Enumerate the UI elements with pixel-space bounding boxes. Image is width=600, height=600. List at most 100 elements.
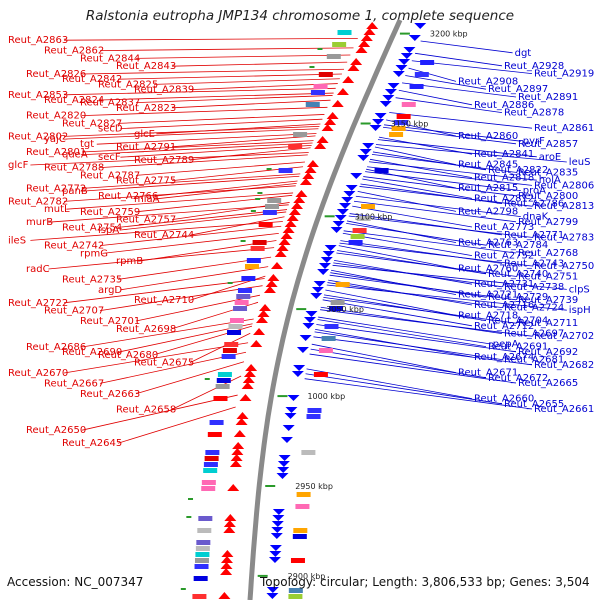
category-block — [195, 546, 210, 551]
right-gene-label: Reut_A2724 — [504, 303, 564, 314]
right-gene-label: Reut_A2738 — [504, 282, 564, 293]
reverse-gene-mark — [284, 413, 297, 419]
category-block — [244, 264, 259, 269]
right-connector — [389, 112, 533, 129]
forward-gene-mark — [230, 454, 243, 461]
forward-gene-mark — [347, 64, 360, 71]
reverse-gene-mark — [324, 245, 337, 251]
reverse-gene-mark — [362, 143, 375, 149]
map-title: Ralstonia eutropha JMP134 chromosome 1, … — [85, 8, 515, 24]
reverse-gene-mark — [369, 125, 382, 131]
left-connector — [120, 211, 287, 231]
right-gene-label: Reut_A2800 — [518, 191, 578, 202]
category-block — [207, 432, 222, 437]
category-block — [361, 204, 376, 209]
category-block — [332, 42, 347, 47]
backbone-curve — [247, 18, 403, 600]
reverse-gene-mark — [293, 365, 306, 371]
left-gene-label: ileS — [8, 235, 26, 246]
right-gene-label: pepA — [493, 339, 519, 350]
kbp-ticks: 3200 kbp 3150 kbp 3100 kbp 3050 kbp 1000 kbp… — [257, 30, 468, 581]
marker-tick — [204, 378, 210, 380]
reverse-gene-mark — [395, 65, 408, 71]
reverse-gene-mark — [271, 521, 284, 527]
forward-gene-mark — [278, 238, 291, 245]
right-gene-label: Reut_A2813 — [534, 201, 594, 212]
category-block — [391, 126, 406, 131]
right-gene-label: Reut_A2692 — [518, 347, 578, 358]
left-gene-label: Reut_A2707 — [44, 306, 104, 317]
forward-gene-mark — [302, 172, 315, 179]
category-block — [258, 222, 273, 227]
right-connector — [408, 67, 457, 82]
label-connector-lines — [30, 37, 567, 444]
left-gene-label: queA — [62, 150, 88, 161]
forward-gene-mark — [306, 160, 319, 167]
forward-gene-mark — [366, 22, 379, 29]
category-block — [389, 132, 404, 137]
right-connector — [317, 319, 487, 347]
left-gene-label: lspA — [98, 225, 119, 236]
left-gene-label: Reut_A2827 — [62, 118, 122, 129]
right-gene-label: Reut_A2861 — [534, 123, 594, 134]
reverse-gene-mark — [305, 311, 318, 317]
right-connector — [325, 289, 457, 316]
category-block — [222, 348, 237, 353]
left-connector — [153, 78, 340, 85]
forward-gene-mark — [288, 208, 301, 215]
category-block — [394, 120, 409, 125]
category-block — [348, 240, 363, 245]
reverse-gene-mark — [268, 557, 281, 563]
right-connector — [310, 348, 487, 379]
right-gene-label: Reut_A2661 — [534, 404, 594, 415]
reverse-gene-mark — [311, 287, 324, 293]
right-gene-label: Reut_A2812 — [474, 193, 534, 204]
category-block — [198, 516, 213, 521]
reverse-gene-mark — [336, 209, 349, 215]
marker-tick — [240, 240, 246, 242]
left-connector — [189, 147, 311, 161]
category-block — [194, 558, 209, 563]
forward-gene-mark — [255, 316, 268, 323]
right-connector — [359, 186, 533, 207]
gene-feature-track — [180, 22, 435, 599]
category-block — [196, 540, 211, 545]
category-block — [213, 396, 228, 401]
right-connector — [337, 250, 487, 275]
left-gene-label: rpmG — [80, 248, 108, 259]
forward-gene-mark — [235, 418, 248, 425]
right-connector — [367, 166, 533, 186]
right-connector — [311, 343, 457, 373]
reverse-gene-mark — [271, 527, 284, 533]
reverse-gene-mark — [398, 59, 411, 65]
reverse-gene-mark — [317, 269, 330, 275]
gene-labels: Reut_A2863Reut_A2862Reut_A2844Reut_A2843… — [8, 35, 594, 449]
category-block — [318, 72, 333, 77]
right-connector — [327, 282, 503, 308]
reverse-gene-mark — [341, 197, 354, 203]
left-gene-label: glcF — [8, 160, 29, 171]
forward-gene-mark — [224, 514, 237, 521]
summary-text: Topology: circular; Length: 3,806,533 bp… — [260, 575, 590, 589]
chromosome-backbone — [247, 18, 403, 600]
category-block — [292, 534, 307, 539]
right-gene-label: Reut_A2897 — [488, 84, 548, 95]
left-gene-label: glcE — [134, 129, 155, 140]
left-connector — [99, 47, 354, 51]
category-block — [313, 372, 328, 377]
category-block — [203, 462, 218, 467]
category-block — [306, 414, 321, 419]
left-connector — [171, 99, 331, 109]
right-connector — [355, 195, 521, 217]
left-connector — [63, 342, 249, 374]
right-connector — [375, 144, 567, 163]
left-gene-label: Reut_A2759 — [80, 207, 140, 218]
right-gene-label: Reut_A2704 — [488, 316, 548, 327]
forward-gene-mark — [280, 232, 293, 239]
reverse-gene-mark — [379, 101, 392, 107]
left-connector — [63, 87, 336, 96]
reverse-gene-mark — [310, 293, 323, 299]
marker-tick — [255, 198, 261, 200]
right-connector — [323, 294, 487, 321]
